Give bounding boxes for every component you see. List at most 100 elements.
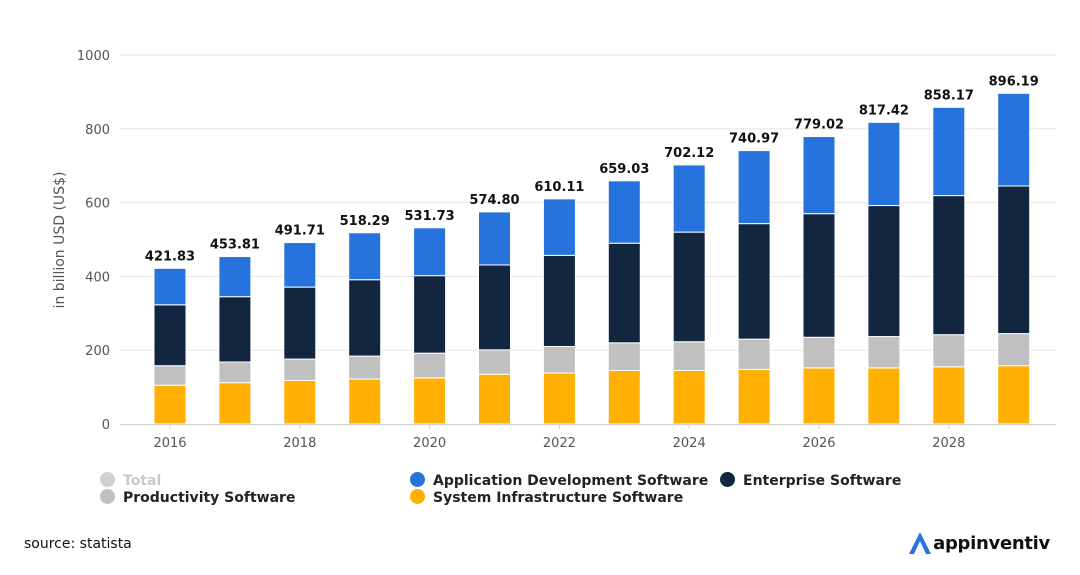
- x-tick-label: 2020: [413, 436, 446, 451]
- bar-system-infrastructure-software[interactable]: [413, 377, 447, 425]
- total-label: 518.29: [340, 214, 390, 229]
- bar-enterprise-software[interactable]: [672, 231, 706, 343]
- bar-productivity-software[interactable]: [867, 336, 901, 369]
- bar-enterprise-software[interactable]: [478, 264, 511, 351]
- legend-item-productivity[interactable]: Productivity Software: [100, 489, 295, 506]
- bars: [153, 92, 1031, 425]
- bar-system-infrastructure-software[interactable]: [672, 369, 706, 425]
- total-label: 491.71: [275, 224, 325, 239]
- bar-stack-2016: [153, 267, 187, 425]
- x-axis-ticks: 2016 2018 2020 2022 2024 2026 2028: [153, 424, 965, 451]
- bar-enterprise-software[interactable]: [218, 296, 252, 363]
- legend-appdev-swatch: [410, 472, 425, 487]
- bar-application-development-software[interactable]: [672, 164, 706, 233]
- bar-enterprise-software[interactable]: [737, 223, 771, 340]
- bar-application-development-software[interactable]: [997, 92, 1031, 187]
- legend-enterprise-swatch: [720, 472, 735, 487]
- bar-system-infrastructure-software[interactable]: [997, 365, 1031, 425]
- bar-enterprise-software[interactable]: [283, 286, 317, 360]
- appinventiv-logo-icon: [909, 532, 932, 554]
- bar-enterprise-software[interactable]: [153, 304, 187, 367]
- bar-productivity-software[interactable]: [478, 349, 511, 375]
- bar-enterprise-software[interactable]: [802, 213, 836, 338]
- y-axis-label: in billion USD (US$): [52, 172, 68, 309]
- bar-system-infrastructure-software[interactable]: [932, 366, 966, 425]
- legend-item-total[interactable]: Total: [100, 472, 161, 489]
- legend-enterprise-label: Enterprise Software: [743, 473, 902, 489]
- bar-productivity-software[interactable]: [542, 346, 576, 374]
- bar-stack-2025: [737, 150, 771, 425]
- bar-system-infrastructure-software[interactable]: [607, 369, 641, 425]
- bar-application-development-software[interactable]: [283, 242, 317, 288]
- x-tick-label: 2028: [932, 436, 965, 451]
- bar-stack-2020: [413, 227, 447, 425]
- bar-application-development-software[interactable]: [802, 136, 836, 215]
- legend-productivity-label: Productivity Software: [123, 490, 296, 506]
- bar-system-infrastructure-software[interactable]: [737, 368, 771, 425]
- bar-system-infrastructure-software[interactable]: [867, 367, 901, 425]
- bar-productivity-software[interactable]: [218, 361, 252, 384]
- bar-application-development-software[interactable]: [478, 211, 511, 266]
- legend-item-application-development[interactable]: Application Development Software: [410, 472, 708, 489]
- bar-stack-2018: [283, 242, 317, 425]
- bar-enterprise-software[interactable]: [867, 205, 901, 338]
- x-tick-label: 2022: [543, 436, 576, 451]
- total-label: 421.83: [145, 249, 195, 264]
- bar-system-infrastructure-software[interactable]: [218, 382, 252, 425]
- bar-application-development-software[interactable]: [542, 198, 576, 256]
- bar-productivity-software[interactable]: [283, 358, 317, 381]
- bar-productivity-software[interactable]: [997, 333, 1031, 367]
- brand-logo[interactable]: appinventiv: [907, 530, 1050, 556]
- bar-application-development-software[interactable]: [413, 227, 447, 277]
- bar-enterprise-software[interactable]: [413, 275, 447, 354]
- bar-system-infrastructure-software[interactable]: [478, 373, 511, 425]
- y-tick-label: 600: [85, 197, 110, 212]
- x-tick-label: 2024: [673, 436, 706, 451]
- total-label: 896.19: [989, 74, 1039, 89]
- bar-application-development-software[interactable]: [932, 106, 966, 197]
- source-note: source: statista: [24, 536, 132, 552]
- bar-enterprise-software[interactable]: [607, 242, 641, 344]
- y-tick-label: 400: [85, 270, 110, 285]
- bar-enterprise-software[interactable]: [997, 185, 1031, 335]
- x-tick-label: 2026: [802, 436, 835, 451]
- bar-productivity-software[interactable]: [802, 336, 836, 369]
- x-tick-label: 2018: [283, 436, 316, 451]
- bar-productivity-software[interactable]: [413, 352, 447, 379]
- bar-productivity-software[interactable]: [607, 342, 641, 371]
- bar-system-infrastructure-software[interactable]: [283, 379, 317, 425]
- bar-productivity-software[interactable]: [153, 365, 187, 386]
- bar-application-development-software[interactable]: [348, 232, 382, 281]
- legend-item-system-infrastructure[interactable]: System Infrastructure Software: [410, 489, 683, 506]
- bar-stack-2017: [218, 256, 252, 425]
- total-label: 453.81: [210, 238, 260, 253]
- legend-total-swatch: [100, 472, 115, 487]
- bar-enterprise-software[interactable]: [932, 195, 966, 336]
- bar-enterprise-software[interactable]: [348, 279, 382, 357]
- bar-productivity-software[interactable]: [737, 338, 771, 370]
- bar-stack-2027: [867, 121, 901, 425]
- bar-system-infrastructure-software[interactable]: [802, 367, 836, 425]
- total-label: 740.97: [729, 132, 779, 147]
- legend-productivity-swatch: [100, 489, 115, 504]
- y-axis-ticks: 0 200 400 600 800 1000: [77, 49, 110, 433]
- bar-stack-2019: [348, 232, 382, 425]
- stacked-bar-chart: 0 200 400 600 800 1000 in billion USD (US$) 4…: [52, 49, 1056, 451]
- bar-application-development-software[interactable]: [607, 180, 641, 244]
- y-tick-label: 200: [85, 344, 110, 359]
- bar-application-development-software[interactable]: [153, 267, 187, 306]
- grid-lines: [120, 54, 1056, 351]
- bar-application-development-software[interactable]: [218, 256, 252, 298]
- bar-application-development-software[interactable]: [867, 121, 901, 207]
- bar-productivity-software[interactable]: [348, 355, 382, 380]
- bar-productivity-software[interactable]: [672, 341, 706, 371]
- bar-system-infrastructure-software[interactable]: [153, 384, 187, 425]
- total-label: 574.80: [469, 193, 519, 208]
- bar-enterprise-software[interactable]: [542, 254, 576, 348]
- bar-productivity-software[interactable]: [932, 334, 966, 368]
- legend-total-label: Total: [123, 473, 162, 489]
- legend-item-enterprise[interactable]: Enterprise Software: [720, 472, 901, 489]
- bar-system-infrastructure-software[interactable]: [348, 378, 382, 425]
- bar-system-infrastructure-software[interactable]: [542, 372, 576, 425]
- bar-application-development-software[interactable]: [737, 150, 771, 225]
